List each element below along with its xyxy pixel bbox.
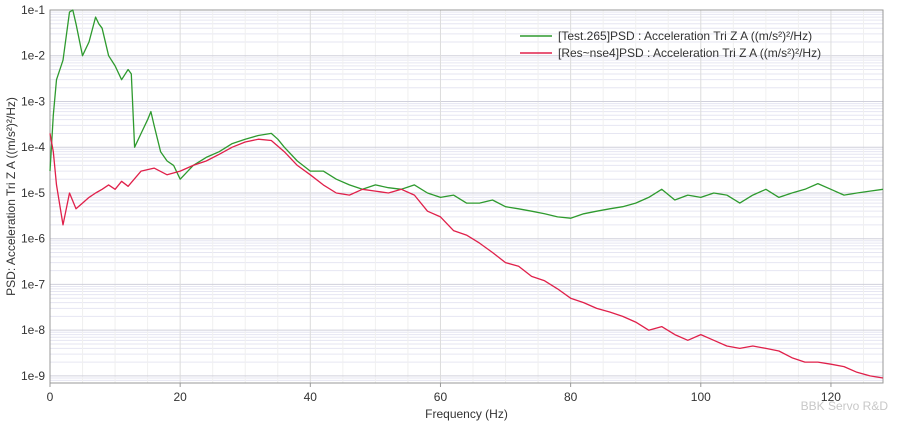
y-tick-label: 1e-8 xyxy=(21,323,45,337)
x-axis-title: Frequency (Hz) xyxy=(425,407,508,421)
y-axis-title: PSD: Acceleration Tri Z A ((m/s²)²/Hz) xyxy=(4,97,18,296)
y-tick-label: 1e-4 xyxy=(21,140,45,154)
y-tick-label: 1e-1 xyxy=(21,3,45,17)
plot-frame xyxy=(49,9,884,384)
legend-label-2[interactable]: [Res~nse4]PSD : Acceleration Tri Z A ((m… xyxy=(558,46,821,60)
x-tick-label: 80 xyxy=(564,390,578,404)
x-axis-ticks: 0 20 40 60 80 100 120 xyxy=(47,383,841,404)
legend[interactable]: [Test.265]PSD : Acceleration Tri Z A ((m… xyxy=(520,29,821,60)
x-tick-label: 0 xyxy=(47,390,54,404)
series-line-2 xyxy=(49,133,884,379)
y-tick-label: 1e-9 xyxy=(21,369,45,383)
y-tick-label: 1e-7 xyxy=(21,277,45,291)
x-tick-label: 40 xyxy=(304,390,318,404)
watermark-text: BBK Servo R&D xyxy=(801,399,889,413)
x-tick-label: 60 xyxy=(434,390,448,404)
y-tick-label: 1e-5 xyxy=(21,186,45,200)
series-lines xyxy=(49,9,884,379)
y-tick-label: 1e-6 xyxy=(21,232,45,246)
y-axis-ticks: 1e-9 1e-8 1e-7 1e-6 1e-5 1e-4 1e-3 1e-2 1e-1 xyxy=(21,3,45,383)
legend-label-1[interactable]: [Test.265]PSD : Acceleration Tri Z A ((m… xyxy=(558,29,812,43)
x-tick-label: 100 xyxy=(691,390,711,404)
x-tick-label: 120 xyxy=(821,390,841,404)
y-tick-label: 1e-2 xyxy=(21,49,45,63)
grid-minor xyxy=(50,10,883,384)
y-tick-label: 1e-3 xyxy=(21,94,45,108)
x-tick-label: 20 xyxy=(173,390,187,404)
